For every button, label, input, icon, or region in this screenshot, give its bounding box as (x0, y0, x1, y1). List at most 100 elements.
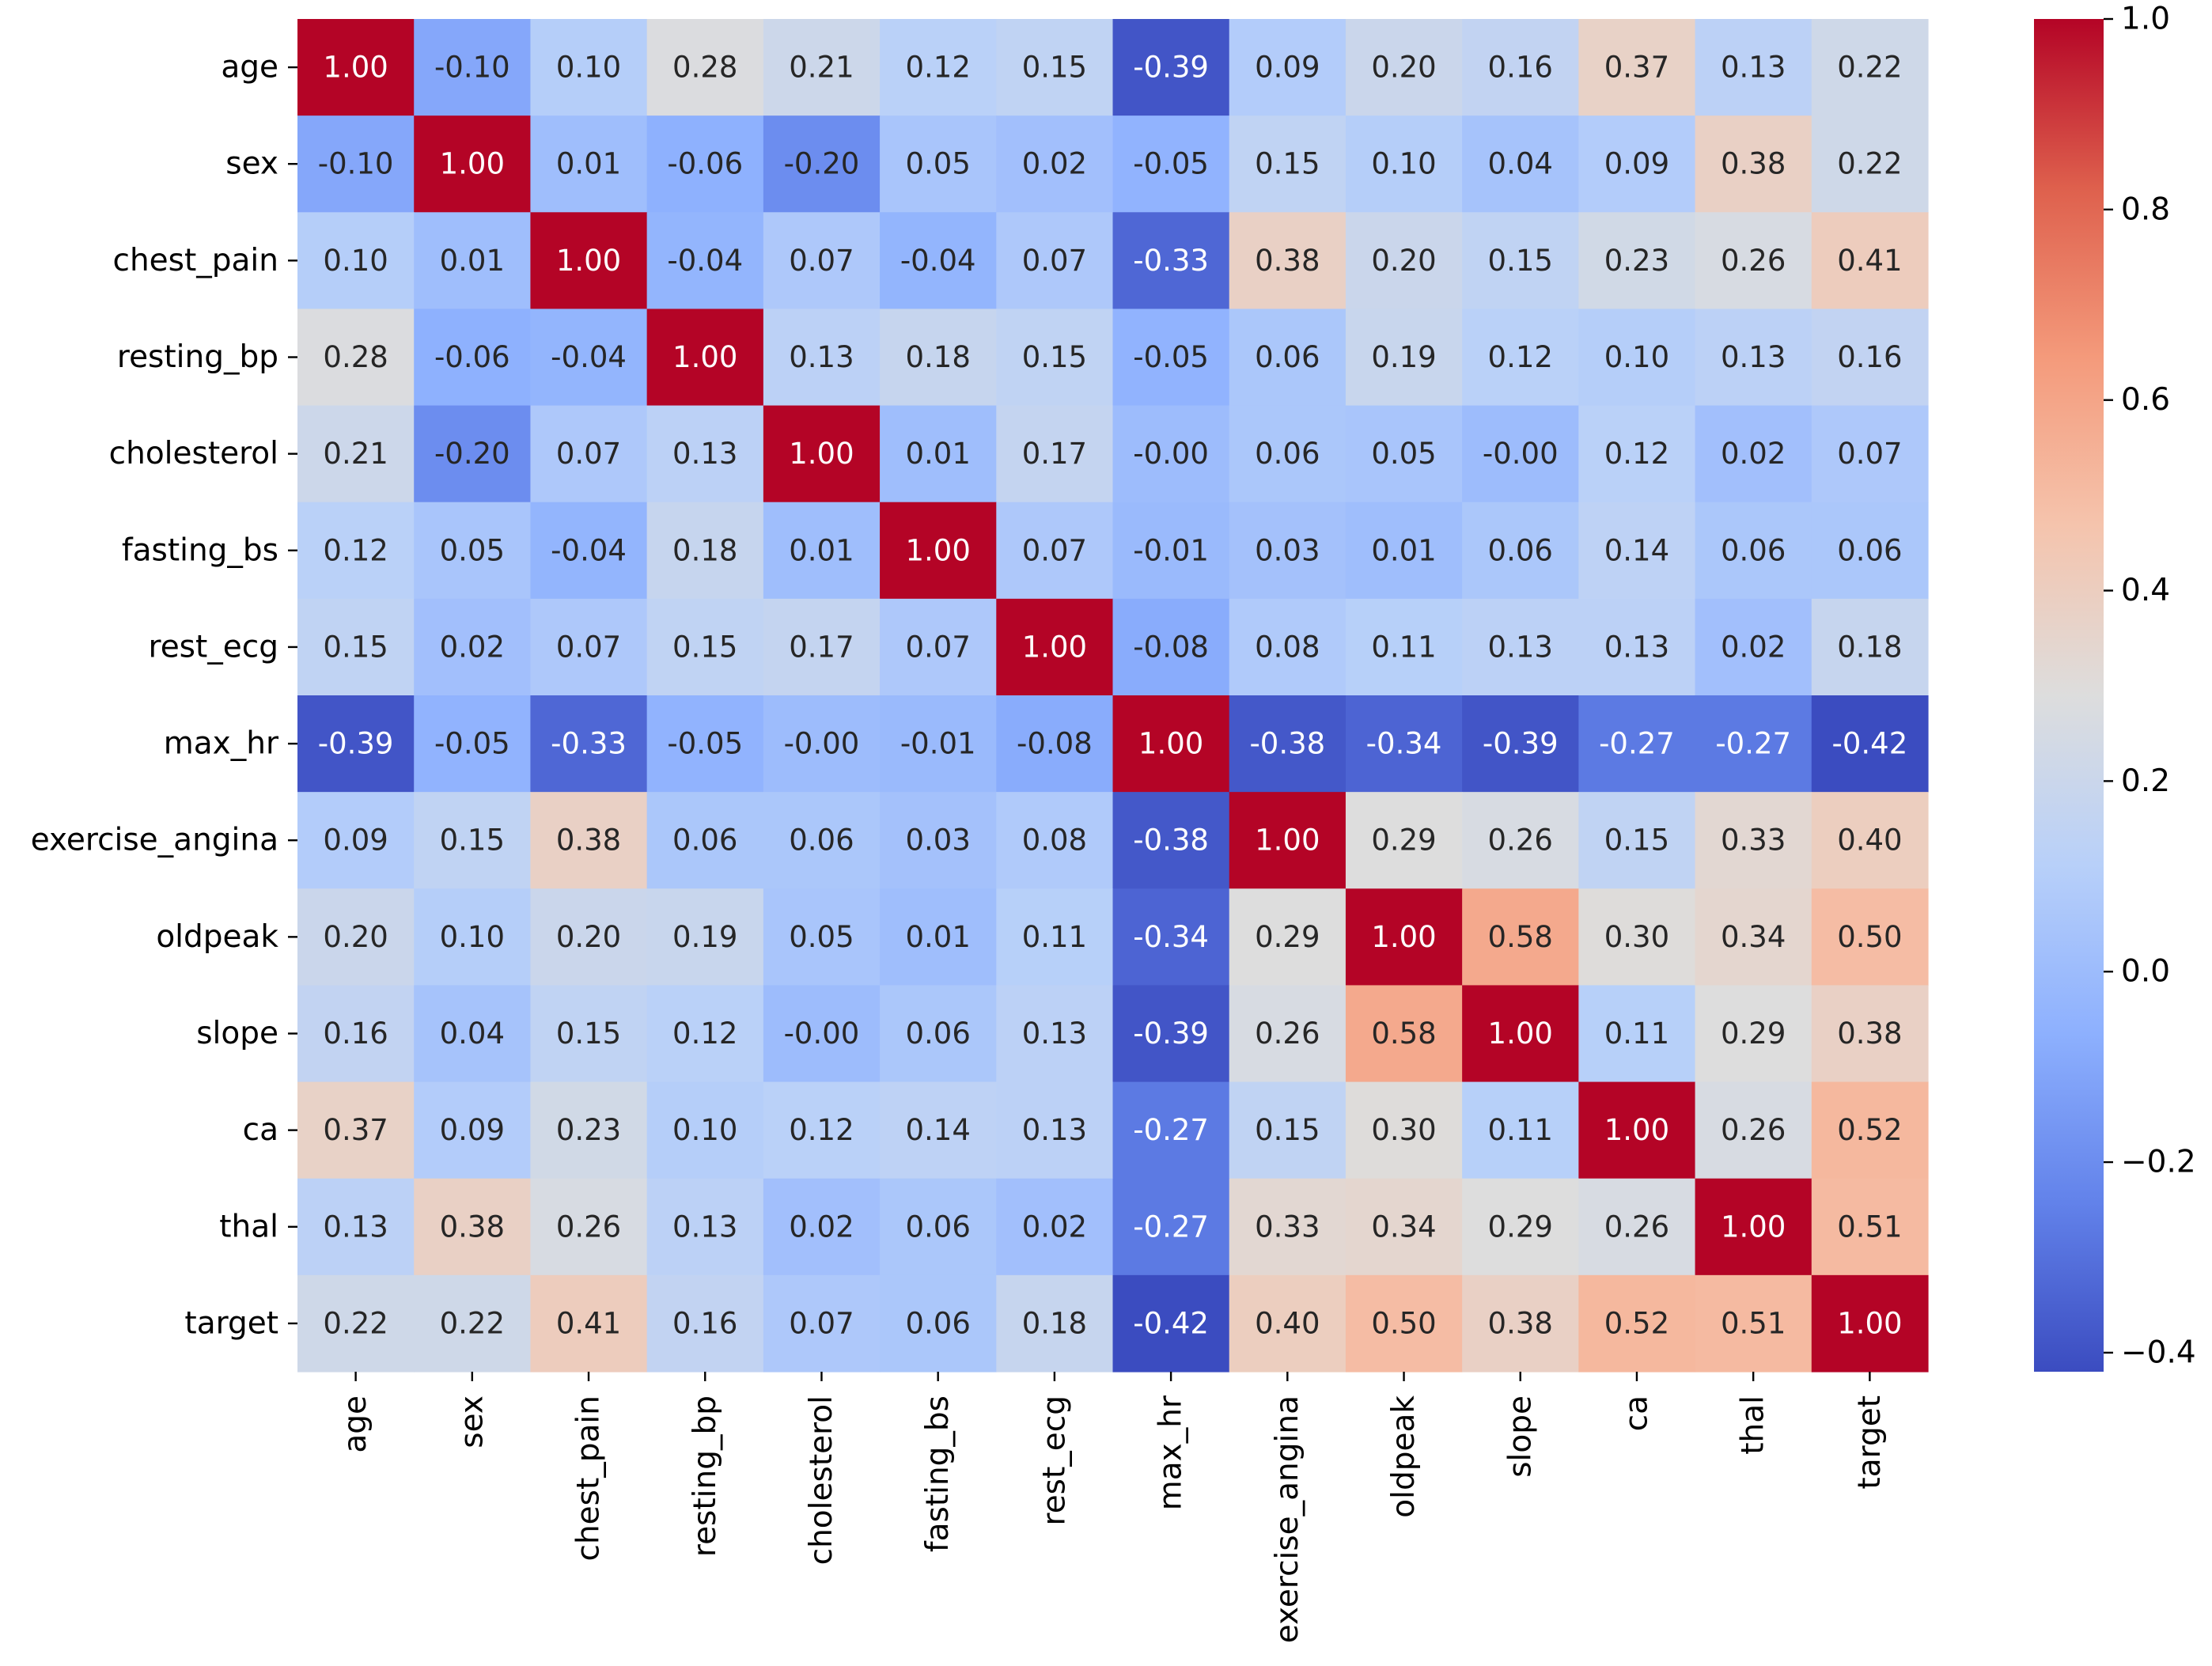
cell-value-label: 0.13 (1721, 51, 1786, 85)
row-label: exercise_angina (31, 823, 278, 858)
cell-value-label: 0.05 (1371, 437, 1436, 471)
cell-value-label: -0.20 (434, 437, 510, 471)
cell-value-label: 0.15 (323, 630, 388, 664)
heatmap-cell (1229, 792, 1347, 889)
cell-value-label: 0.06 (789, 824, 854, 858)
colorbar-tick-label: 0.2 (2121, 763, 2170, 799)
heatmap-cell (996, 212, 1114, 310)
heatmap-cell (996, 1274, 1114, 1373)
heatmap-cell (1695, 115, 1812, 213)
heatmap-cell (1229, 502, 1347, 600)
heatmap-cell (1112, 212, 1230, 310)
heatmap-cell (1112, 598, 1230, 696)
heatmap-cell (1811, 1274, 1929, 1373)
heatmap-cell (297, 985, 415, 1083)
heatmap-cell (530, 405, 648, 503)
cell-value-label: 0.21 (789, 51, 854, 85)
cell-value-label: 0.19 (1371, 340, 1436, 374)
heatmap-cell (1811, 598, 1929, 696)
cell-value-label: 0.10 (1604, 340, 1669, 374)
heatmap-cell (763, 1081, 881, 1179)
heatmap-cell (1462, 212, 1579, 310)
cell-value-label: 0.13 (789, 340, 854, 374)
heatmap-cell (1345, 212, 1463, 310)
heatmap-cell (1229, 405, 1347, 503)
heatmap-cell (1112, 695, 1230, 793)
cell-value-label: -0.34 (1366, 727, 1442, 761)
heatmap-cell (646, 19, 764, 116)
cell-value-label: 0.11 (1371, 630, 1436, 664)
cell-value-label: 0.13 (1721, 340, 1786, 374)
row-label: target (184, 1305, 278, 1341)
cell-value-label: -0.27 (1715, 727, 1791, 761)
heatmap-cell (646, 695, 764, 793)
heatmap-cell (1345, 19, 1463, 116)
cell-value-label: 0.18 (905, 340, 970, 374)
cell-value-label: 0.13 (1488, 630, 1553, 664)
heatmap-cell (414, 985, 532, 1083)
cell-value-label: 0.10 (440, 920, 505, 954)
cell-value-label: -0.27 (1133, 1210, 1209, 1244)
cell-value-label: 0.12 (1488, 340, 1553, 374)
column-label: exercise_angina (1270, 1395, 1305, 1643)
cell-value-label: 0.13 (672, 1210, 737, 1244)
cell-value-label: 0.51 (1837, 1210, 1902, 1244)
cell-value-label: 0.19 (672, 920, 737, 954)
cell-value-label: -0.05 (667, 727, 743, 761)
cell-value-label: -0.27 (1133, 1113, 1209, 1147)
heatmap-cell (880, 115, 997, 213)
heatmap-cell (1229, 1178, 1347, 1276)
heatmap-cell (414, 695, 532, 793)
cell-value-label: 0.08 (1022, 824, 1087, 858)
cell-value-label: 0.50 (1371, 1306, 1436, 1340)
heatmap-cell (297, 1274, 415, 1373)
cell-value-label: 0.16 (323, 1017, 388, 1051)
heatmap-cell (1462, 115, 1579, 213)
heatmap-cell (297, 405, 415, 503)
row-label: thal (219, 1209, 278, 1244)
cell-value-label: -0.34 (1133, 920, 1209, 954)
heatmap-cell (1112, 19, 1230, 116)
cell-value-label: 0.29 (1255, 920, 1320, 954)
heatmap-cell (414, 1274, 532, 1373)
heatmap-cell (763, 115, 881, 213)
heatmap-cell (1112, 1274, 1230, 1373)
cell-value-label: 0.02 (1022, 147, 1087, 181)
heatmap-cell (1229, 598, 1347, 696)
row-label: slope (196, 1016, 278, 1051)
column-label: resting_bp (687, 1395, 723, 1557)
heatmap-cell (530, 502, 648, 600)
cell-value-label: -0.04 (900, 244, 976, 278)
cell-value-label: 0.06 (672, 824, 737, 858)
heatmap-cell (414, 1081, 532, 1179)
heatmap-cell (1229, 888, 1347, 986)
heatmap-cell (1112, 502, 1230, 600)
heatmap-cell (1811, 115, 1929, 213)
heatmap-cell (1811, 309, 1929, 407)
heatmap-cell (530, 212, 648, 310)
cell-value-label: 0.02 (1721, 630, 1786, 664)
cell-value-label: 0.02 (1022, 1210, 1087, 1244)
heatmap-cell (1462, 405, 1579, 503)
heatmap-cell (530, 598, 648, 696)
cell-value-label: 0.09 (1604, 147, 1669, 181)
heatmap-cell (880, 888, 997, 986)
heatmap-cell (646, 598, 764, 696)
cell-value-label: -0.00 (784, 727, 860, 761)
cell-value-label: 0.12 (323, 533, 388, 567)
colorbar-ticks: 1.0 0.8 0.6 0.4 0.2 0.0 −0.2 −0.4 (2104, 2, 2196, 1370)
heatmap-cell (763, 985, 881, 1083)
heatmap-cell (880, 1081, 997, 1179)
heatmap-cell (1462, 309, 1579, 407)
cell-value-label: 0.22 (1837, 147, 1902, 181)
heatmap-cell (1345, 502, 1463, 600)
heatmap-cell (1695, 985, 1812, 1083)
heatmap-cell (646, 212, 764, 310)
cell-value-label: -0.42 (1832, 727, 1908, 761)
heatmap-cell (1462, 1178, 1579, 1276)
cell-value-label: 0.08 (1255, 630, 1320, 664)
cell-value-label: 0.15 (1022, 340, 1087, 374)
row-label: sex (225, 146, 278, 182)
heatmap-cell (530, 1178, 648, 1276)
cell-value-label: 1.00 (323, 51, 388, 85)
